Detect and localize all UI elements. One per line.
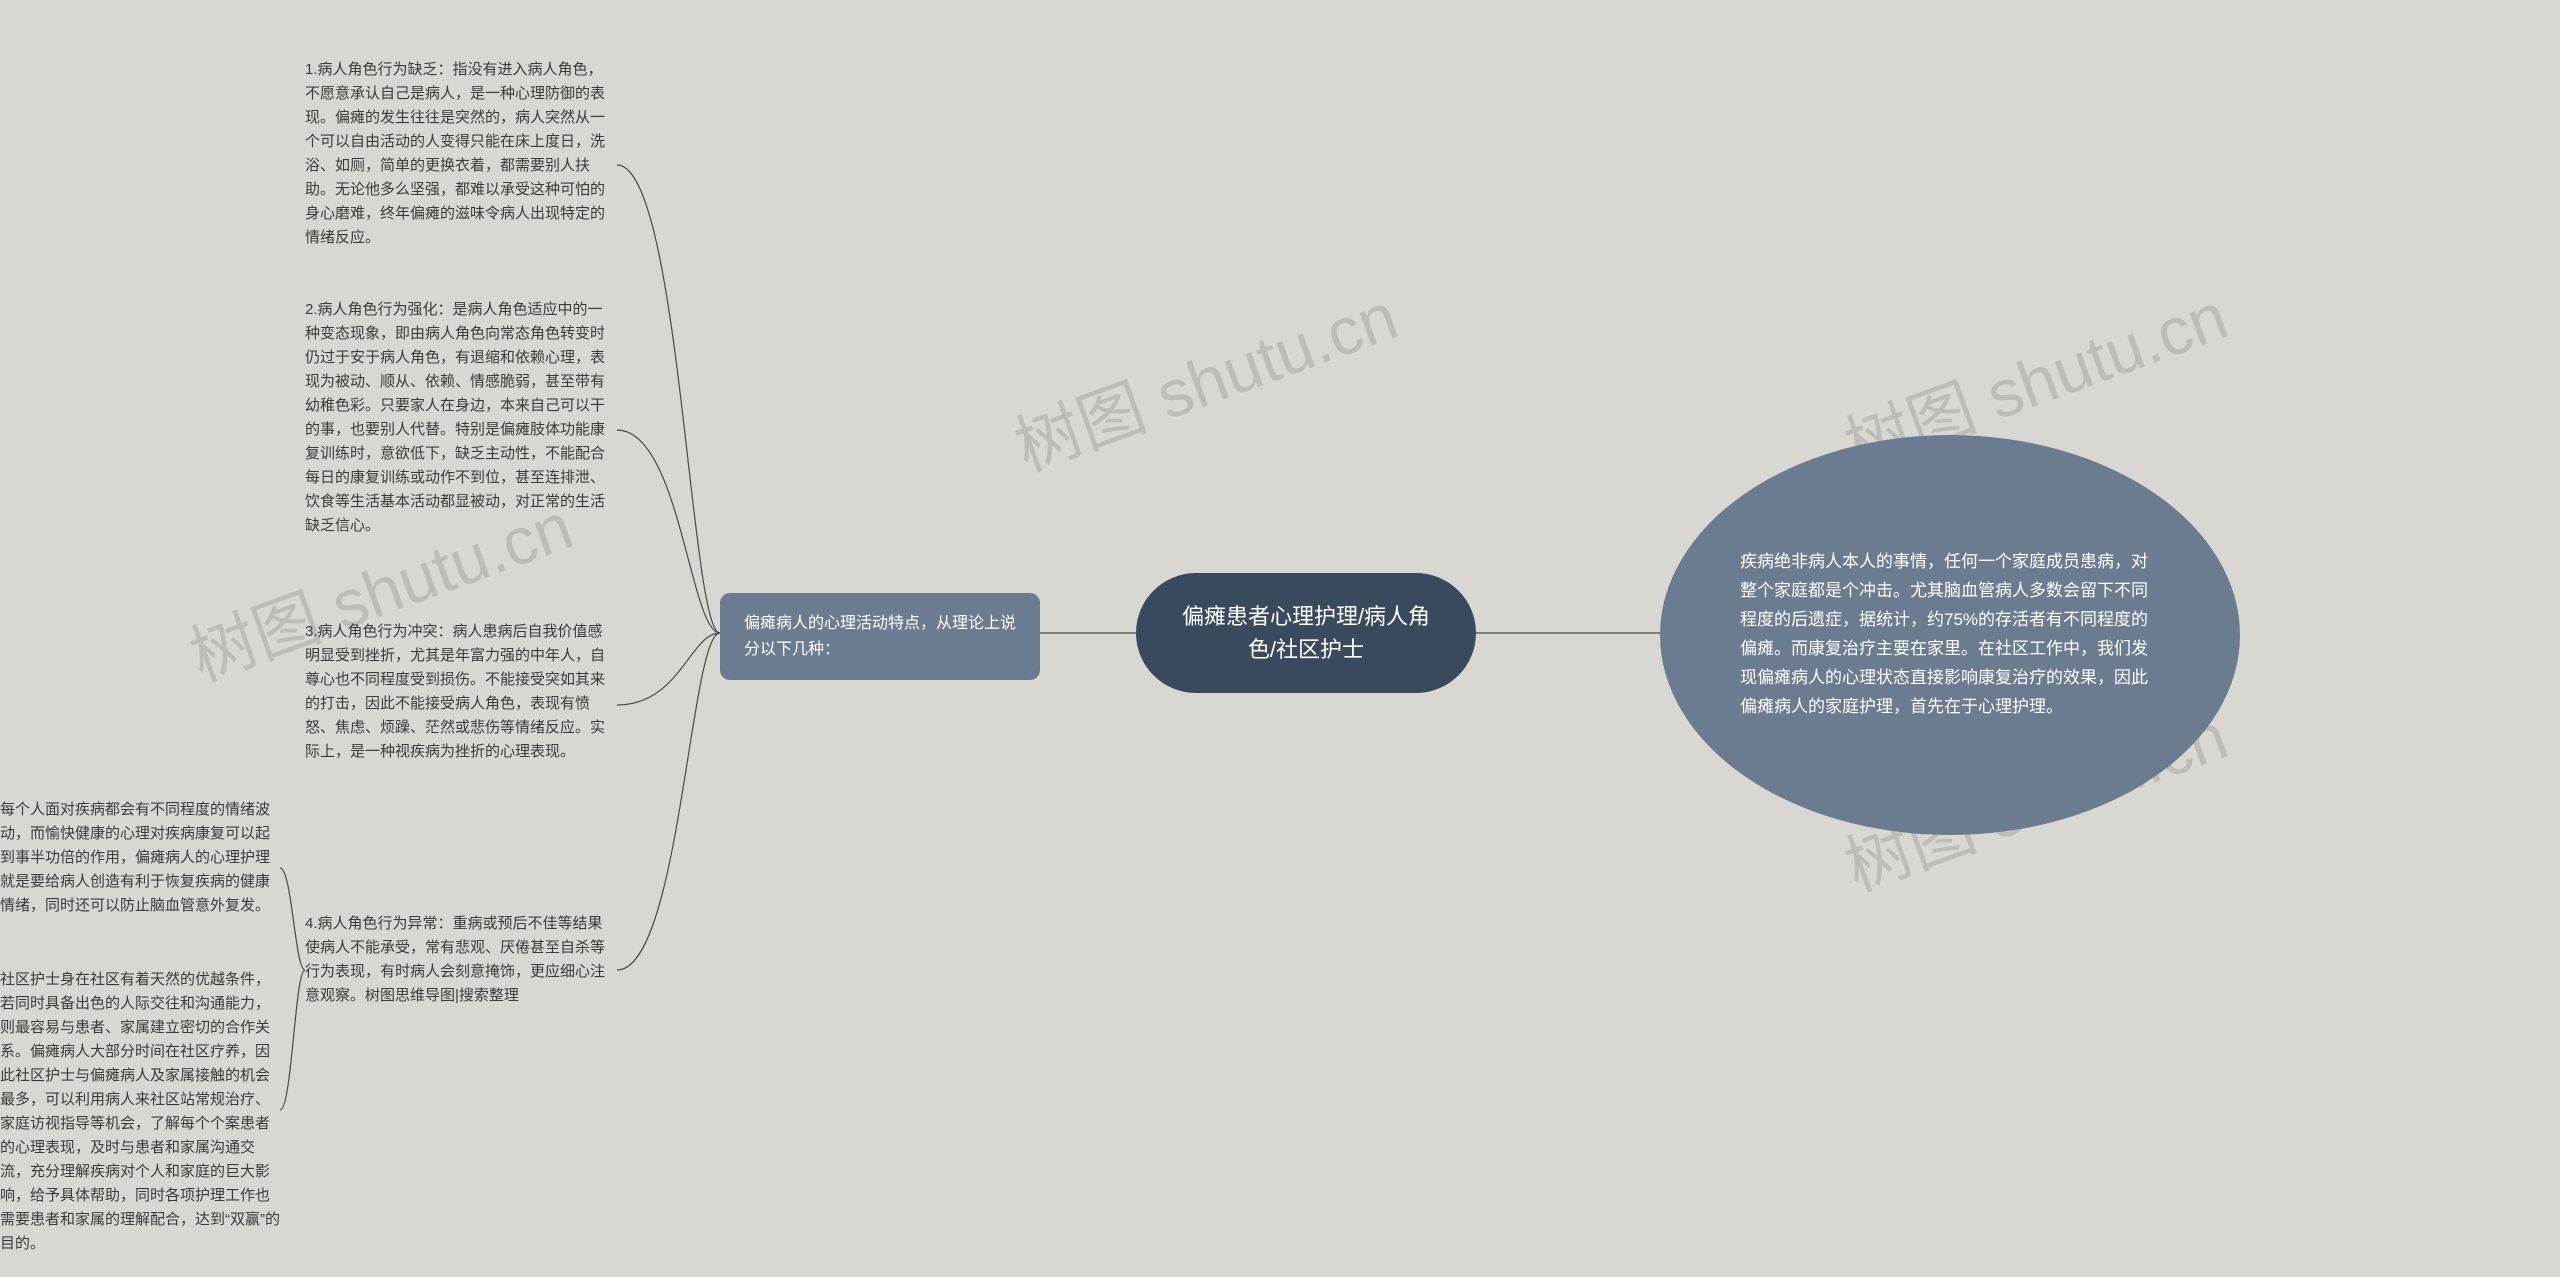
right-summary-text: 疾病绝非病人本人的事情，任何一个家庭成员患病，对整个家庭都是个冲击。尤其脑血管病… [1740, 548, 2160, 721]
leaf-3[interactable]: 3.病人角色行为冲突：病人患病后自我价值感明显受到挫折，尤其是年富力强的中年人，… [305, 620, 617, 795]
mindmap-canvas: 树图 shutu.cn树图 shutu.cn树图 shutu.cn树图 shut… [0, 0, 2560, 1277]
connector [617, 633, 720, 970]
leaf-1[interactable]: 1.病人角色行为缺乏：指没有进入病人角色，不愿意承认自己是病人，是一种心理防御的… [305, 58, 617, 268]
left-category-text: 偏瘫病人的心理活动特点，从理论上说分以下几种： [744, 611, 1016, 662]
root-label: 偏瘫患者心理护理/病人角色/社区护士 [1176, 600, 1436, 666]
subleaf-1[interactable]: 每个人面对疾病都会有不同程度的情绪波动，而愉快健康的心理对疾病康复可以起到事半功… [0, 798, 280, 938]
connector [617, 430, 720, 633]
left-category-node[interactable]: 偏瘫病人的心理活动特点，从理论上说分以下几种： [720, 593, 1040, 680]
right-summary-node[interactable]: 疾病绝非病人本人的事情，任何一个家庭成员患病，对整个家庭都是个冲击。尤其脑血管病… [1660, 435, 2240, 835]
connector [280, 970, 305, 1110]
subleaf-2[interactable]: 社区护士身在社区有着天然的优越条件，若同时具备出色的人际交往和沟通能力，则最容易… [0, 968, 280, 1268]
leaf-2[interactable]: 2.病人角色行为强化：是病人角色适应中的一种变态现象，即由病人角色向常态角色转变… [305, 298, 617, 558]
connector [617, 165, 720, 633]
connector [280, 868, 305, 970]
watermark: 树图 shutu.cn [1000, 263, 1409, 490]
leaf-4[interactable]: 4.病人角色行为异常：重病或预后不佳等结果使病人不能承受，常有悲观、厌倦甚至自杀… [305, 912, 617, 1032]
root-node[interactable]: 偏瘫患者心理护理/病人角色/社区护士 [1136, 573, 1476, 693]
connector [617, 633, 720, 705]
